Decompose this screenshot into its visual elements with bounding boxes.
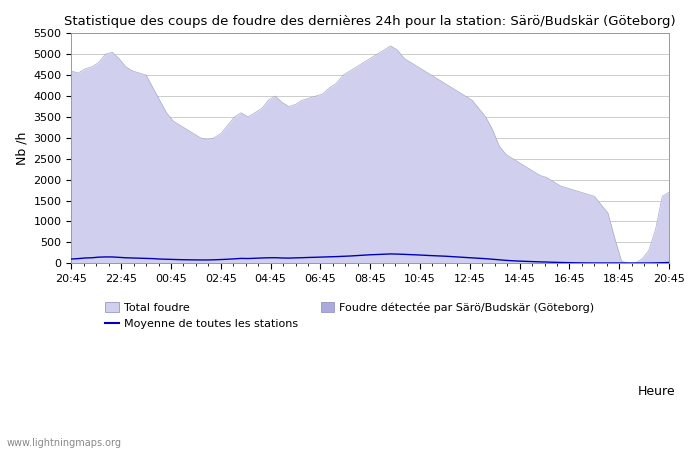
Text: Heure: Heure (638, 385, 676, 398)
Title: Statistique des coups de foudre des dernières 24h pour la station: Särö/Budskär : Statistique des coups de foudre des dern… (64, 15, 676, 28)
Text: www.lightningmaps.org: www.lightningmaps.org (7, 438, 122, 448)
Y-axis label: Nb /h: Nb /h (15, 131, 28, 165)
Legend: Total foudre, Moyenne de toutes les stations, Foudre détectée par Särö/Budskär (: Total foudre, Moyenne de toutes les stat… (101, 297, 599, 333)
